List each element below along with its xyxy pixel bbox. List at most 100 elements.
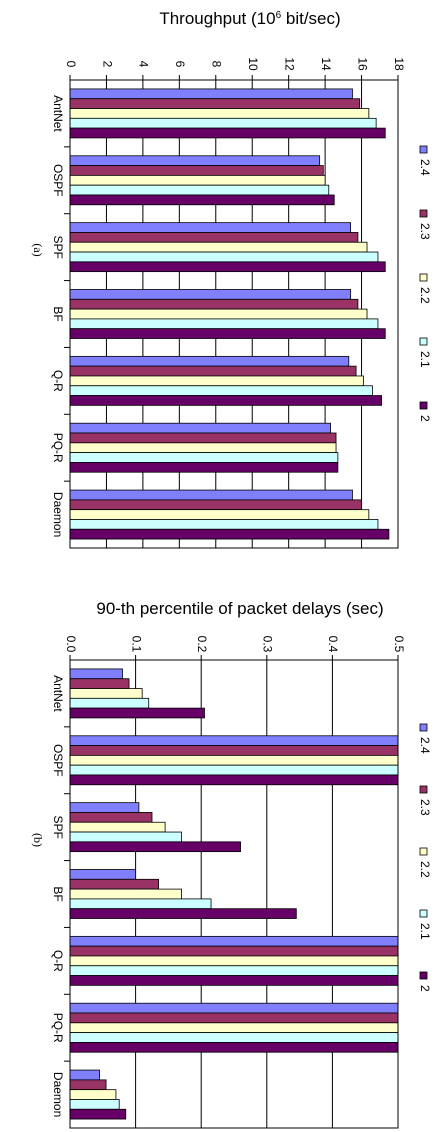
legend: 2.4 2.3 2.2 2.1 2 [418,145,432,422]
tick-label: 0 [64,61,78,68]
chart-delays: 90-th percentile of packet delays (sec) … [31,599,432,1129]
bar [69,328,386,339]
bar [69,289,352,300]
category-label: OSPF [51,744,65,777]
legend-label: 2.2 [418,861,432,878]
chart-caption: (b) [31,833,45,847]
category-label: SPF [51,815,65,838]
bar [69,975,399,986]
bar [69,519,379,530]
bar [69,774,399,786]
tick-label: 8 [210,61,224,68]
legend-swatch [419,785,428,794]
legend-swatch [419,723,428,732]
category-label: BF [51,886,65,901]
bar [69,232,359,243]
bar [69,1022,399,1034]
bar [69,764,399,776]
category-label: AntNet [51,95,65,132]
category-labels: AntNet OSPF SPF BF Q-R PQ-R Daemon [51,95,65,537]
legend-swatch [419,971,428,980]
bar [69,1089,117,1100]
legend-label: 2.2 [418,287,432,304]
bar [69,945,399,957]
bar [69,1042,399,1053]
bar [69,965,399,976]
legend-label: 2.3 [418,223,432,240]
bar [69,375,364,387]
bar [69,528,390,540]
legend-swatch [419,847,428,856]
bar [69,678,130,689]
legend-label: 2 [418,985,432,992]
bar [69,888,182,900]
category-label: Q-R [51,950,65,972]
bar [69,222,352,233]
bars [69,668,399,1120]
bar [69,88,353,100]
category-label: Q-R [51,370,65,392]
bar [69,1032,399,1043]
bar [69,98,361,109]
bar [69,745,399,756]
legend: 2.4 2.3 2.2 2.1 2 [418,723,432,992]
legend-swatch [419,337,428,346]
category-label: PQ-R [51,433,65,463]
bar [69,1099,120,1110]
chart-title: Throughput (106 bit/sec) [159,9,340,28]
category-label: SPF [51,235,65,258]
bar [69,365,357,377]
bar [69,735,399,746]
bar [69,355,350,367]
bar [69,908,297,919]
bar [69,318,379,330]
tick-label: 0.2 [195,636,209,653]
tick-label: 18 [392,57,406,71]
bar [69,697,150,709]
category-label: Daemon [51,492,65,537]
bar [69,898,212,910]
tick-label: 6 [173,61,187,68]
category-label: BF [51,306,65,321]
bar [69,165,324,176]
bar [69,108,370,119]
plot-border [69,79,399,549]
bar [69,452,339,463]
legend-label: 2.1 [418,351,432,368]
bar [69,955,399,967]
bar [69,878,159,890]
category-label: AntNet [51,675,65,712]
tick-label: 12 [282,57,296,71]
bar [69,155,321,166]
bar [69,668,123,680]
tick-label: 0.5 [392,636,406,653]
category-labels: AntNet OSPF SPF BF Q-R PQ-R Daemon [51,675,65,1117]
tick-label: 4 [137,61,151,68]
axis-tick-labels: 0 2 4 6 8 10 12 14 16 18 [64,57,406,71]
bar [69,499,362,511]
bar [69,261,386,273]
chart-title: 90-th percentile of packet delays (sec) [96,599,383,618]
tick-label: 2 [100,61,114,68]
bar [69,831,182,843]
bar [69,385,373,396]
tick-label: 14 [319,57,333,71]
bar [69,841,241,853]
category-label: OSPF [51,164,65,197]
axis-tick-labels: 0.0 0.1 0.2 0.3 0.4 0.5 [64,636,406,653]
tick-label: 0.3 [261,636,275,653]
tick-label: 0.4 [326,636,340,653]
bar [69,869,136,880]
tick-label: 10 [246,57,260,71]
bar [69,298,359,310]
bar [69,754,399,766]
bar [69,707,205,719]
tick-label: 16 [355,57,369,71]
legend-swatch [419,145,428,154]
legend-swatch [419,909,428,918]
category-label: PQ-R [51,1013,65,1043]
bar [69,1079,107,1091]
bar [69,117,377,129]
legend-swatch [419,401,428,410]
